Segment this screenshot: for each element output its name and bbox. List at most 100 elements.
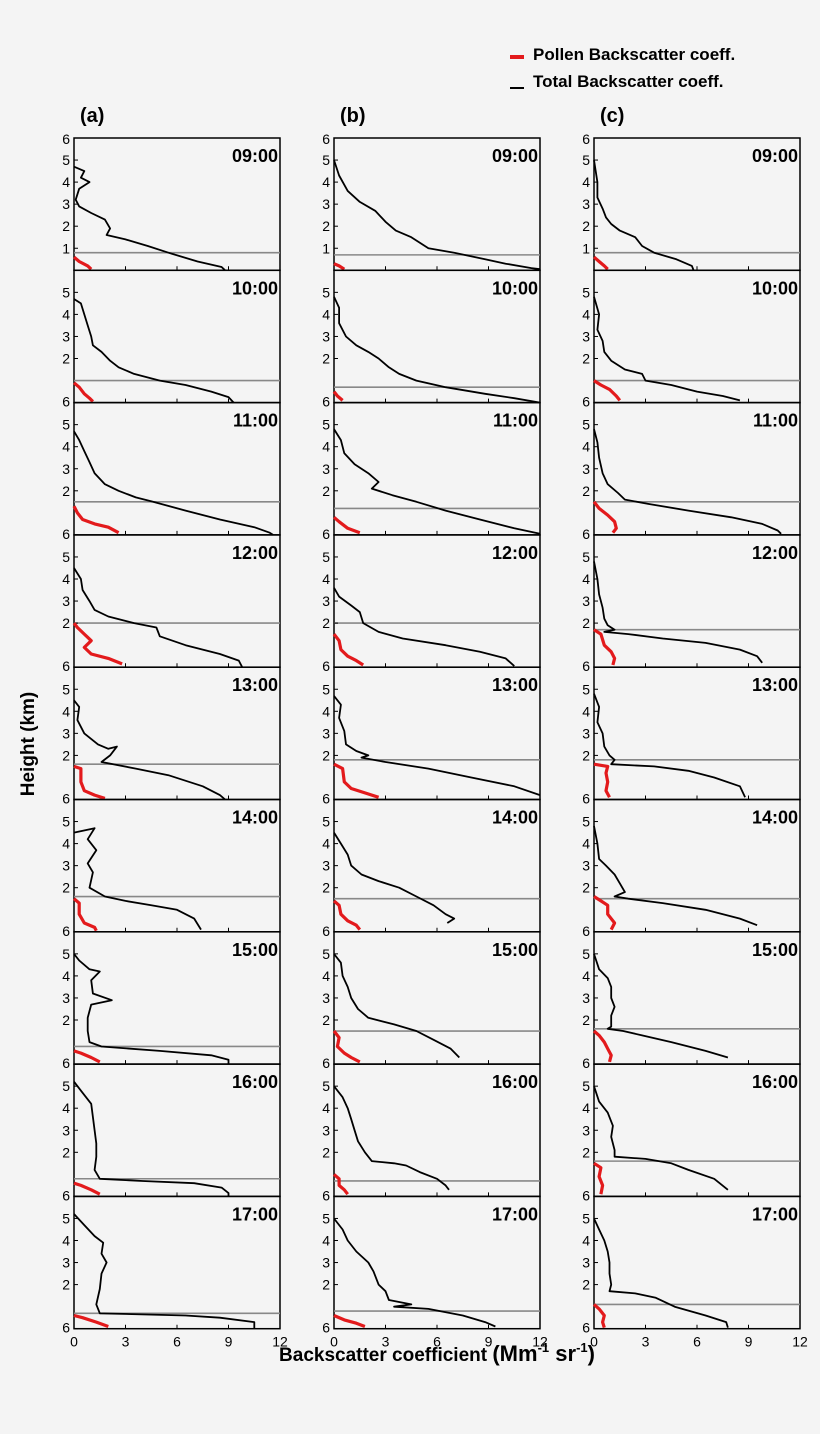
time-label: 10:00	[492, 278, 538, 298]
pollen-backscatter-line	[73, 764, 106, 800]
y-tick-label: 4	[62, 1100, 70, 1116]
x-tick-label: 6	[433, 1334, 441, 1350]
time-label: 13:00	[232, 675, 278, 695]
y-tick-label: 5	[322, 681, 330, 697]
total-backscatter-line	[593, 693, 746, 798]
y-tick-label: 1	[322, 240, 330, 256]
y-tick-label: 6	[62, 131, 70, 147]
x-tick-label: 6	[173, 1334, 181, 1350]
legend-total-swatch	[510, 87, 524, 89]
total-backscatter-line	[333, 695, 541, 796]
panel: 5 4 3 2 6 15:00	[322, 931, 541, 1071]
time-label: 14:00	[752, 808, 798, 828]
y-tick-label: 3	[62, 1255, 70, 1271]
panel: 5 4 3 2 6 10:00	[582, 269, 801, 410]
y-tick-label: 3	[62, 725, 70, 741]
y-tick-label: 6	[62, 526, 70, 542]
pollen-backscatter-line	[593, 1161, 605, 1195]
y-tick-label: 6	[322, 1055, 330, 1071]
y-tick-label: 6	[62, 1055, 70, 1071]
y-tick-label: 3	[322, 1122, 330, 1138]
time-label: 10:00	[232, 278, 278, 298]
y-tick-label: 4	[322, 174, 330, 190]
y-tick-label: 3	[322, 858, 330, 874]
y-tick-label: 3	[322, 1255, 330, 1271]
panel: 5 4 3 2 6 12:00	[62, 534, 281, 674]
y-tick-label: 5	[582, 681, 590, 697]
y-tick-label: 6	[322, 1187, 330, 1203]
pollen-backscatter-line	[333, 1314, 366, 1328]
y-tick-label: 2	[322, 880, 330, 896]
panel: 6 5 4 3 2 1 09:00	[62, 131, 281, 272]
total-backscatter-line	[73, 165, 226, 271]
panel: 5 4 3 2 6 14:00	[322, 798, 541, 939]
pollen-backscatter-line	[72, 505, 120, 535]
y-tick-label: 2	[322, 1012, 330, 1028]
y-tick-label: 6	[582, 394, 590, 410]
pollen-backscatter-line	[332, 516, 361, 535]
panel: 5 4 3 2 6 15:00	[62, 931, 281, 1071]
y-tick-label: 4	[62, 306, 70, 322]
y-tick-label: 5	[62, 1078, 70, 1094]
y-tick-label: 5	[582, 417, 590, 433]
x-tick-label: 0	[330, 1334, 338, 1350]
panel: 5 4 3 2 6 13:00	[582, 666, 801, 807]
y-tick-label: 4	[322, 968, 330, 984]
time-label: 16:00	[232, 1072, 278, 1092]
pollen-backscatter-line	[332, 390, 344, 402]
y-tick-label: 2	[582, 351, 590, 367]
panel: 5 4 3 2 6 12:00	[582, 534, 801, 674]
time-label: 11:00	[493, 411, 538, 431]
x-tick-label: 12	[792, 1334, 808, 1350]
y-tick-label: 6	[582, 526, 590, 542]
x-tick-label: 6	[693, 1334, 701, 1350]
y-tick-label: 5	[582, 284, 590, 300]
y-tick-label: 4	[322, 703, 330, 719]
y-tick-label: 4	[322, 1100, 330, 1116]
time-label: 15:00	[232, 940, 278, 960]
y-tick-label: 3	[62, 1122, 70, 1138]
y-tick-label: 2	[62, 615, 70, 631]
time-label: 11:00	[753, 411, 798, 431]
y-tick-label: 3	[582, 858, 590, 874]
total-backscatter-line	[73, 298, 235, 404]
x-tick-label: 9	[485, 1334, 493, 1350]
y-tick-label: 6	[322, 658, 330, 674]
y-tick-label: 6	[582, 1055, 590, 1071]
time-label: 17:00	[752, 1204, 798, 1224]
y-tick-label: 5	[62, 549, 70, 565]
y-tick-label: 3	[62, 328, 70, 344]
y-tick-label: 2	[62, 218, 70, 234]
pollen-backscatter-line	[592, 1303, 606, 1329]
total-backscatter-line	[593, 1085, 729, 1191]
y-tick-label: 5	[582, 1210, 590, 1226]
total-backscatter-line	[333, 587, 515, 667]
y-tick-label: 2	[582, 1277, 590, 1293]
total-backscatter-line	[73, 567, 244, 668]
time-label: 16:00	[492, 1072, 538, 1092]
y-tick-label: 5	[322, 814, 330, 830]
panel: 5 4 3 2 6 10:00	[62, 269, 281, 410]
y-tick-label: 5	[582, 549, 590, 565]
y-tick-label: 5	[322, 284, 330, 300]
panel: 5 4 3 2 6 14:00	[582, 798, 801, 939]
y-tick-label: 4	[62, 703, 70, 719]
time-label: 12:00	[492, 543, 538, 563]
pollen-backscatter-line	[72, 897, 98, 932]
y-tick-label: 4	[322, 306, 330, 322]
panel: 5 4 3 2 6 16:00	[62, 1063, 281, 1203]
time-label: 09:00	[492, 146, 538, 166]
y-tick-label: 4	[322, 439, 330, 455]
column-label: (b)	[340, 105, 366, 127]
time-label: 15:00	[752, 940, 798, 960]
y-tick-label: 5	[62, 152, 70, 168]
time-label: 09:00	[752, 146, 798, 166]
y-tick-label: 6	[62, 1187, 70, 1203]
time-label: 13:00	[492, 675, 538, 695]
y-tick-label: 3	[322, 725, 330, 741]
total-backscatter-line	[593, 561, 763, 664]
y-tick-label: 4	[322, 836, 330, 852]
total-backscatter-line	[593, 159, 695, 271]
y-tick-label: 6	[62, 791, 70, 807]
pollen-backscatter-line	[73, 1181, 101, 1196]
